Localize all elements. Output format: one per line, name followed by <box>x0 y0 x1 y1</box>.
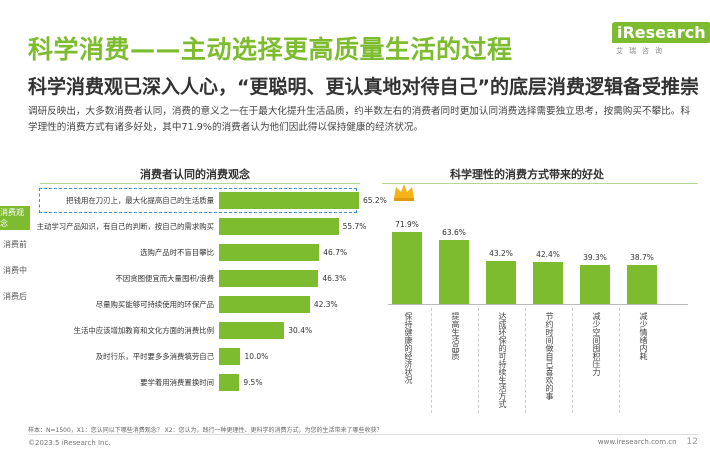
left-chart-value-label: 55.7% <box>342 222 367 231</box>
left-chart-row: 不因贪图便宜而大量囤积/浪费 46.3% <box>34 266 364 292</box>
left-chart-row: 主动学习产品知识，有自己的判断，按自己的需求购买 55.7% <box>34 214 367 240</box>
left-chart-value-label: 46.7% <box>323 248 348 257</box>
right-chart-divider <box>477 308 479 413</box>
left-chart-row: 尽量购买能够可持续使用的环保产品 42.3% <box>34 292 364 318</box>
side-nav-item-during[interactable]: 消费中 <box>3 265 27 275</box>
right-chart-bar <box>392 232 422 304</box>
right-bar-chart: 71.9% 保持健康的经济状况 63.6% 提高生活品质 43.2% 达成环保的可持续生活… <box>378 180 698 418</box>
footer-divider <box>28 434 698 435</box>
left-chart-value-label: 42.3% <box>313 300 338 309</box>
right-chart-category-label: 减少空间囤积压力 <box>592 312 601 376</box>
right-chart-bar <box>486 260 516 304</box>
logo-subtext: 艾瑞咨询 <box>616 47 668 55</box>
left-chart-row: 要学着用消费置换时间 9.5% <box>34 370 364 396</box>
side-nav: 消费观念 消费前 消费中 消费后 <box>0 206 30 310</box>
iresearch-logo: iResearch 艾瑞咨询 <box>612 22 710 72</box>
left-chart-row: 生活中应该增加教育和文化方面的消费比例 30.4% <box>34 318 364 344</box>
left-chart-bar <box>219 348 241 365</box>
right-chart-divider <box>524 308 526 413</box>
left-chart-bar <box>219 218 339 235</box>
right-chart-divider <box>430 308 432 413</box>
left-chart-row: 及时行乐，平时要多多消费犒劳自己 10.0% <box>34 344 364 370</box>
left-chart-category-label: 要学着用消费置换时间 <box>140 378 214 387</box>
right-chart-value-label: 43.2% <box>489 248 513 258</box>
left-chart-bar <box>219 374 240 391</box>
right-chart-value-label: 42.4% <box>536 249 560 259</box>
left-chart-bar <box>219 322 285 339</box>
intro-paragraph: 调研反映出，大多数消费者认同，消费的意义之一在于最大化提升生活品质，约半数左右的… <box>28 106 690 133</box>
left-chart-category-label: 主动学习产品知识，有自己的判断，按自己的需求购买 <box>36 222 214 231</box>
right-chart-category-label: 保持健康的经济状况 <box>404 312 413 384</box>
footnote: 样本：N=1500，X1：您认同以下哪些消费观念？ X2：您认为，践行一种更理性… <box>28 427 383 434</box>
left-chart-underline <box>40 183 360 184</box>
right-chart-bar <box>533 261 563 304</box>
copyright: ©2023.5 iResearch Inc. <box>28 439 111 447</box>
page-number: 12 <box>686 437 698 447</box>
right-chart-category-label: 提高生活品质 <box>451 312 460 360</box>
right-chart-divider <box>618 308 620 413</box>
left-chart-value-label: 9.5% <box>243 378 263 387</box>
left-chart-value-label: 10.0% <box>244 352 269 361</box>
left-chart-category-label: 选购产品时不盲目攀比 <box>140 248 214 257</box>
right-chart-divider <box>571 308 573 413</box>
page-title: 科学消费——主动选择更高质量生活的过程 <box>28 35 513 64</box>
left-chart-category-label: 及时行乐，平时要多多消费犒劳自己 <box>95 352 214 361</box>
page-subtitle: 科学消费观已深入人心，“更聪明、更认真地对待自己”的底层消费逻辑备受推崇 <box>28 76 699 98</box>
right-chart-value-label: 63.6% <box>442 228 466 238</box>
left-chart-row: 把钱用在刀刃上，最大化提高自己的生活质量 65.2% <box>34 188 387 214</box>
right-chart-category-label: 减少情绪内耗 <box>639 312 648 360</box>
right-chart-value-label: 39.3% <box>583 252 607 262</box>
crown-icon <box>394 184 414 201</box>
left-chart-row: 选购产品时不盲目攀比 46.7% <box>34 240 364 266</box>
left-chart-bar <box>219 296 310 313</box>
left-chart-category-label: 生活中应该增加教育和文化方面的消费比例 <box>73 326 214 335</box>
left-chart-category-label: 把钱用在刀刃上，最大化提高自己的生活质量 <box>66 196 214 205</box>
footer-right: www.iresearch.com.cn 12 <box>598 437 698 447</box>
right-chart-category-label: 节约时间做自己喜欢的事 <box>545 312 554 400</box>
left-chart-title: 消费者认同的消费观念 <box>140 168 250 181</box>
left-chart-value-label: 30.4% <box>288 326 313 335</box>
right-chart-baseline <box>388 304 688 305</box>
right-chart-value-label: 38.7% <box>630 253 654 263</box>
left-chart-bar <box>219 244 320 261</box>
left-chart-bar <box>219 192 359 209</box>
right-chart-underline <box>382 183 698 184</box>
right-chart-bar <box>627 265 657 304</box>
left-bar-chart: 把钱用在刀刃上，最大化提高自己的生活质量 65.2% 主动学习产品知识，有自己的判断… <box>34 188 387 396</box>
left-chart-value-label: 46.3% <box>322 274 347 283</box>
left-chart-category-label: 不因贪图便宜而大量囤积/浪费 <box>115 274 214 283</box>
left-chart-category-label: 尽量购买能够可持续使用的环保产品 <box>95 300 214 309</box>
side-nav-item-after[interactable]: 消费后 <box>3 291 27 301</box>
side-nav-item-before[interactable]: 消费前 <box>3 239 27 249</box>
logo-mark: iResearch <box>612 22 710 43</box>
right-chart-bar <box>439 240 469 304</box>
right-chart-value-label: 71.9% <box>395 220 419 229</box>
left-chart-value-label: 65.2% <box>363 196 387 205</box>
right-chart-bar <box>580 264 610 304</box>
left-chart-bar <box>219 270 319 287</box>
side-nav-item-concept[interactable]: 消费观念 <box>0 206 30 230</box>
right-chart-title: 科学理性的消费方式带来的好处 <box>450 168 604 181</box>
site-url[interactable]: www.iresearch.com.cn <box>597 438 677 446</box>
right-chart-category-label: 达成环保的可持续生活方式 <box>498 312 507 408</box>
